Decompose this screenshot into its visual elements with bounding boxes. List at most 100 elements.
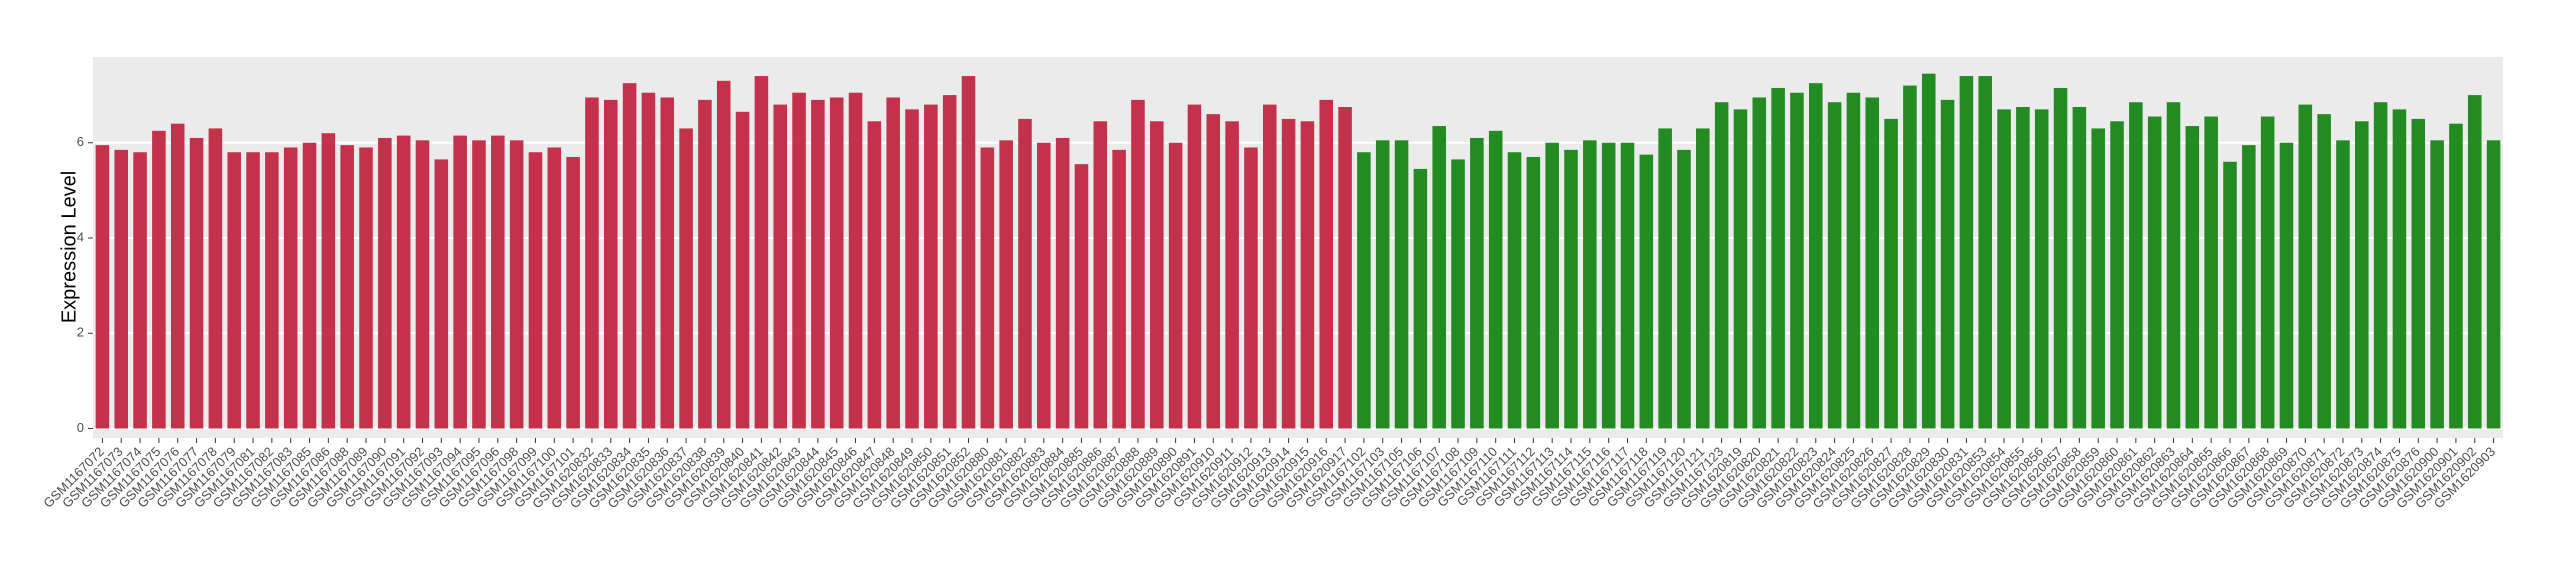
bar: [1187, 104, 1202, 429]
bar: [2486, 140, 2501, 429]
bar: [2129, 102, 2143, 429]
bar: [1394, 140, 1409, 429]
bar: [641, 92, 656, 429]
bar: [1865, 97, 1880, 429]
bar: [2317, 114, 2331, 429]
bar: [886, 97, 900, 429]
bar: [1300, 121, 1315, 429]
bar: [547, 147, 562, 429]
bar: [1150, 121, 1164, 429]
bar: [585, 97, 599, 429]
bar: [415, 140, 430, 429]
bar: [961, 76, 976, 429]
bar: [1827, 102, 1842, 429]
y-tick-label: 2: [77, 325, 84, 340]
bar: [528, 152, 543, 429]
bar: [1846, 92, 1861, 429]
bar: [2166, 102, 2181, 429]
bar: [2298, 104, 2313, 429]
bar: [1018, 118, 1032, 429]
bar: [1168, 142, 1183, 429]
bar: [114, 149, 129, 429]
bar: [1677, 149, 1691, 429]
bar: [1225, 121, 1239, 429]
bar: [1262, 104, 1277, 429]
bar: [2091, 128, 2105, 429]
bar: [491, 135, 505, 429]
bar: [1790, 92, 1804, 429]
bar: [1131, 99, 1145, 429]
bar: [2185, 126, 2200, 429]
bar: [867, 121, 882, 429]
bar: [698, 99, 712, 429]
bar: [1451, 159, 1465, 429]
bar: [735, 111, 750, 429]
bar: [566, 157, 580, 429]
bar: [453, 135, 467, 429]
bar: [2411, 118, 2426, 429]
bar: [2467, 95, 2482, 429]
bar: [848, 92, 863, 429]
bar: [378, 137, 392, 429]
bar: [2016, 107, 2030, 429]
bar: [1808, 83, 1823, 429]
bar: [1884, 118, 1898, 429]
bar: [811, 99, 825, 429]
bar: [1507, 152, 1522, 429]
bar: [434, 159, 449, 429]
bar: [1338, 107, 1352, 429]
bar: [1357, 152, 1371, 429]
bar: [246, 152, 260, 429]
bar: [773, 104, 788, 429]
bar: [2223, 161, 2237, 429]
bar: [1526, 157, 1541, 429]
bar: [924, 104, 938, 429]
bar: [189, 137, 204, 429]
bar: [1903, 85, 1917, 429]
bar: [1432, 126, 1446, 429]
bar: [716, 80, 731, 429]
bar: [302, 142, 317, 429]
bar: [1978, 76, 1993, 429]
bar: [1921, 73, 1936, 429]
bar: [622, 83, 637, 429]
bar: [1997, 109, 2011, 429]
bar: [2449, 123, 2463, 429]
bar: [2355, 121, 2369, 429]
bar: [208, 128, 223, 429]
bar: [1959, 76, 1974, 429]
bar: [396, 135, 411, 429]
bar: [1714, 102, 1729, 429]
bar: [1940, 99, 1955, 429]
bar: [1658, 128, 1672, 429]
bar: [1112, 149, 1126, 429]
bar: [1206, 114, 1221, 429]
bar: [1037, 142, 1051, 429]
bar: [1093, 121, 1108, 429]
bar: [2053, 87, 2068, 429]
bar: [2072, 107, 2087, 429]
bar: [905, 109, 919, 429]
bar: [1281, 118, 1296, 429]
bar: [2373, 102, 2388, 429]
bar: [2204, 116, 2218, 429]
bar: [1375, 140, 1390, 429]
bar: [1488, 130, 1503, 429]
y-tick-label: 0: [77, 420, 84, 435]
bar: [2260, 116, 2275, 429]
bar: [1545, 142, 1559, 429]
bar: [999, 140, 1013, 429]
bar: [1639, 154, 1654, 429]
bar: [359, 147, 373, 429]
bar: [2392, 109, 2407, 429]
bar: [603, 99, 618, 429]
bar: [1733, 109, 1748, 429]
bar: [980, 147, 995, 429]
bar: [1696, 128, 1710, 429]
bar: [170, 123, 185, 429]
bar: [509, 140, 524, 429]
bar: [1752, 97, 1767, 429]
bar: [2242, 145, 2256, 429]
bar: [1470, 137, 1484, 429]
